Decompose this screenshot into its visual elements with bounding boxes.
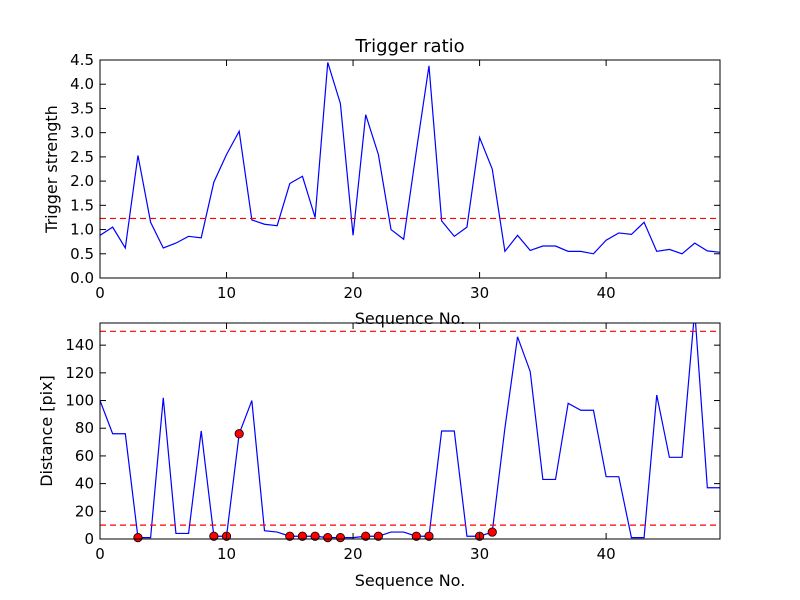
chart-title: Trigger ratio [354, 36, 464, 57]
data-point-marker [209, 531, 219, 541]
y-axis: 0.0 0.5 1.0 1.5 2.0 2.5 3.0 3.5 4.0 4.5 [70, 51, 720, 287]
x-axis-label: Sequence No. [355, 571, 466, 590]
plot-marks [100, 62, 720, 255]
y-axis-label: Trigger strength [42, 105, 61, 234]
x-tick-label: 30 [470, 545, 489, 563]
y-tick-label: 120 [65, 364, 94, 382]
data-point-marker [424, 531, 434, 541]
data-point-marker [234, 429, 244, 439]
y-tick-label: 4.5 [70, 51, 94, 69]
y-tick-label: 100 [65, 392, 94, 410]
plot-frame [99, 322, 721, 540]
y-tick-label: 4.0 [70, 75, 94, 93]
series-line [100, 323, 720, 539]
data-point-marker [310, 531, 320, 541]
distance-chart: 0 10 20 30 40 0 20 40 60 80 100 120 140 Sequence No… [37, 322, 721, 590]
y-tick-label: 0 [84, 530, 94, 548]
y-tick-label: 0.0 [70, 269, 94, 287]
y-tick-label: 3.5 [70, 99, 94, 117]
x-axis: 0 10 20 30 40 [95, 60, 616, 302]
x-tick-label: 10 [217, 284, 236, 302]
plot-area [100, 62, 720, 255]
y-tick-label: 2.5 [70, 148, 94, 166]
y-tick-label: 60 [75, 447, 94, 465]
x-axis-label: Sequence No. [355, 309, 466, 328]
data-point-marker [361, 531, 371, 541]
y-tick-label: 20 [75, 502, 94, 520]
y-axis: 0 20 40 60 80 100 120 140 [65, 336, 720, 548]
data-point-marker [335, 533, 346, 543]
data-point-marker [297, 531, 308, 541]
x-tick-label: 20 [344, 284, 363, 302]
x-tick-label: 0 [95, 284, 105, 302]
x-axis: 0 10 20 30 40 [95, 323, 616, 563]
y-tick-label: 1.5 [70, 196, 94, 214]
y-tick-label: 40 [75, 475, 94, 493]
y-tick-label: 2.0 [70, 172, 94, 190]
x-tick-label: 20 [344, 545, 363, 563]
y-tick-label: 1.0 [70, 221, 94, 239]
x-tick-label: 10 [217, 545, 236, 563]
x-tick-label: 40 [597, 545, 616, 563]
data-point-marker [133, 533, 143, 543]
series-line [100, 62, 720, 255]
data-point-marker [323, 533, 333, 543]
y-axis-label: Distance [pix] [37, 375, 56, 487]
y-tick-label: 80 [75, 419, 94, 437]
plot-frame [99, 59, 721, 279]
y-tick-label: 0.5 [70, 245, 94, 263]
data-point-marker [487, 527, 497, 537]
data-point-marker [411, 531, 421, 541]
y-tick-label: 140 [65, 336, 94, 354]
x-tick-label: 40 [597, 284, 616, 302]
y-tick-label: 3.0 [70, 124, 94, 142]
x-tick-label: 0 [95, 545, 105, 563]
x-tick-label: 30 [470, 284, 489, 302]
data-point-marker [285, 531, 295, 541]
data-point-marker [373, 531, 383, 541]
plot-area [100, 323, 720, 539]
